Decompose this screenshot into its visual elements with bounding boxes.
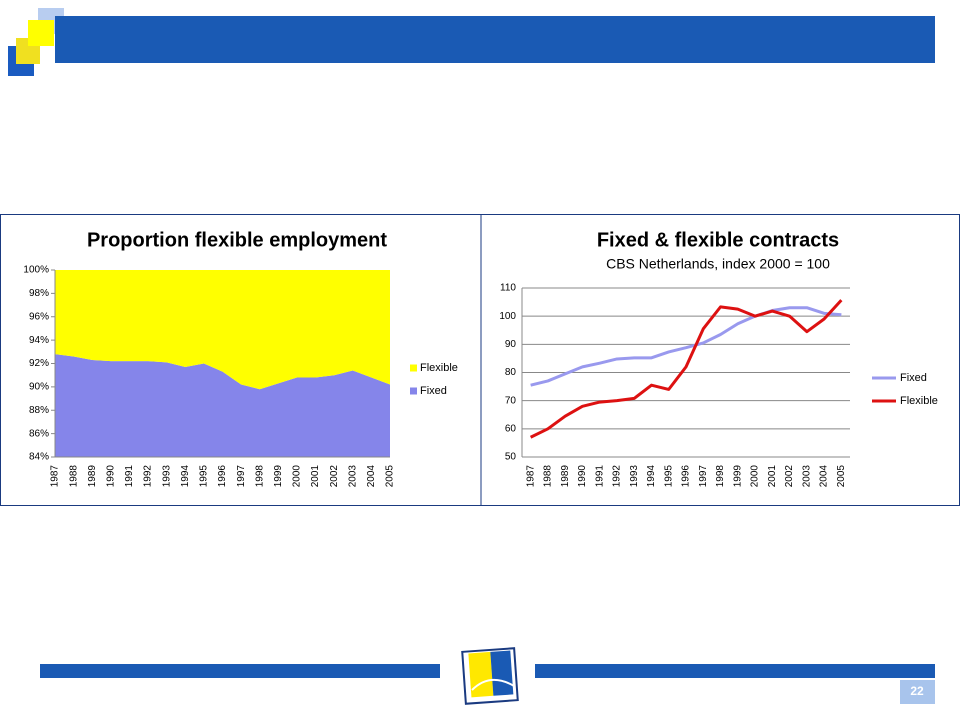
- x-tick-label: 2003: [801, 465, 812, 488]
- y-tick-label: 94%: [29, 335, 49, 346]
- x-tick-label: 1997: [236, 465, 247, 488]
- x-tick-label: 1988: [543, 465, 554, 488]
- y-tick-label: 84%: [29, 452, 49, 463]
- x-tick-label: 2005: [385, 465, 396, 488]
- chart-title: Fixed & flexible contracts: [597, 229, 839, 251]
- y-tick-label: 100: [499, 311, 516, 322]
- y-tick-label: 110: [500, 283, 516, 294]
- x-tick-label: 2000: [292, 465, 303, 488]
- legend-label: Flexible: [900, 395, 938, 407]
- x-tick-label: 1988: [68, 465, 79, 488]
- x-tick-label: 2002: [784, 465, 795, 488]
- y-tick-label: 50: [505, 452, 517, 463]
- area: [55, 354, 390, 457]
- x-tick-label: 2005: [836, 465, 847, 488]
- x-tick-label: 1989: [560, 465, 571, 488]
- x-tick-label: 1992: [612, 465, 623, 488]
- area: [55, 270, 390, 390]
- x-tick-label: 2004: [366, 465, 377, 488]
- x-tick-label: 1994: [646, 465, 657, 488]
- y-tick-label: 88%: [29, 405, 49, 416]
- legend-swatch: [410, 387, 417, 395]
- x-tick-label: 1996: [681, 465, 692, 488]
- x-tick-label: 2003: [347, 465, 358, 488]
- y-tick-label: 70: [505, 395, 517, 406]
- page-number-box: [900, 680, 935, 704]
- legend-label: Fixed: [900, 372, 927, 384]
- y-tick-label: 98%: [29, 288, 49, 299]
- x-tick-label: 1998: [715, 465, 726, 488]
- x-tick-label: 1990: [105, 465, 116, 488]
- y-tick-label: 80: [505, 367, 517, 378]
- legend-label: Fixed: [420, 385, 447, 397]
- x-tick-label: 1998: [254, 465, 265, 488]
- x-tick-label: 1991: [594, 465, 605, 488]
- page-number: 22: [910, 684, 924, 698]
- x-tick-label: 2004: [819, 465, 830, 488]
- x-tick-label: 1995: [199, 465, 210, 488]
- line: [529, 299, 843, 439]
- logo: [461, 647, 519, 705]
- x-tick-label: 1997: [698, 465, 709, 488]
- x-tick-label: 2001: [310, 465, 321, 488]
- y-tick-label: 96%: [29, 311, 49, 322]
- legend-label: Flexible: [420, 362, 458, 374]
- x-tick-label: 1989: [87, 465, 98, 488]
- y-tick-label: 60: [505, 423, 517, 434]
- y-tick-label: 90: [505, 339, 517, 350]
- x-tick-label: 1990: [577, 465, 588, 488]
- y-tick-label: 100%: [23, 265, 49, 276]
- y-tick-label: 92%: [29, 358, 49, 369]
- x-tick-label: 2001: [767, 465, 778, 488]
- deco-square: [28, 20, 54, 46]
- footer-bar: [535, 664, 935, 678]
- x-tick-label: 1999: [273, 465, 284, 488]
- chart-title: Proportion flexible employment: [87, 229, 387, 251]
- y-tick-label: 86%: [29, 428, 49, 439]
- header-bar: [55, 16, 935, 63]
- legend-swatch: [410, 364, 417, 372]
- x-tick-label: 1996: [217, 465, 228, 488]
- x-tick-label: 2000: [750, 465, 761, 488]
- line: [530, 306, 842, 387]
- y-tick-label: 90%: [29, 382, 49, 393]
- x-tick-label: 1992: [143, 465, 154, 488]
- chart-subtitle: CBS Netherlands, index 2000 = 100: [606, 256, 830, 272]
- x-tick-label: 1995: [663, 465, 674, 488]
- x-tick-label: 1993: [629, 465, 640, 488]
- x-tick-label: 1999: [732, 465, 743, 488]
- x-tick-label: 1994: [180, 465, 191, 488]
- x-tick-label: 1993: [161, 465, 172, 488]
- footer-bar: [40, 664, 440, 678]
- x-tick-label: 1987: [525, 465, 536, 488]
- x-tick-label: 1991: [124, 465, 135, 488]
- x-tick-label: 2002: [329, 465, 340, 488]
- x-tick-label: 1987: [50, 465, 61, 488]
